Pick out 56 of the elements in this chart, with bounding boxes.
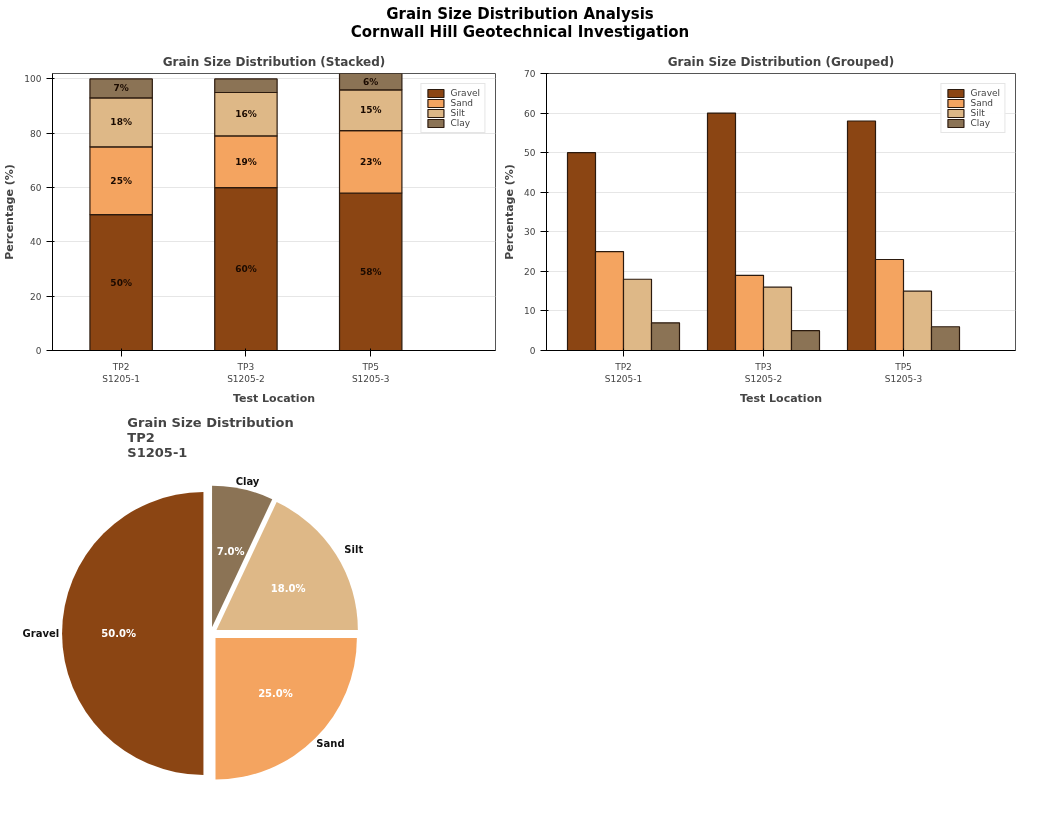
x-tick-label: TP5 S1205-3	[351, 361, 390, 384]
legend-label: Gravel	[450, 88, 480, 99]
legend-label: Silt	[450, 108, 466, 119]
y-tick-label: 0	[529, 346, 536, 357]
data-label: 18.0%	[270, 582, 306, 594]
y-tick-label: 20	[30, 291, 42, 302]
y-tick-label: 20	[524, 267, 536, 277]
y-tick-label: 50	[524, 148, 536, 159]
y-tick-label: 40	[30, 237, 42, 248]
text: Grain Size Distribution Analysis	[386, 5, 654, 23]
x-tick-label: TP5 S1205-3	[884, 361, 923, 384]
data-label: 50.0%	[101, 628, 136, 640]
y-tick-label: 0	[35, 346, 42, 357]
data-label: 25.0%	[258, 687, 293, 699]
slice-label: Sand	[316, 738, 345, 750]
chart-title: Grain Size Distribution (Grouped)	[667, 54, 895, 69]
y-tick-label: 30	[524, 227, 536, 238]
x-tick-label: TP2 S1205-1	[604, 361, 643, 384]
chart-title: Grain Size Distribution TP2 S1205-1	[127, 414, 294, 460]
data-label: 25%	[110, 175, 132, 186]
data-label: 7%	[113, 83, 129, 94]
slice-label: Silt	[344, 544, 364, 556]
legend-label: Clay	[970, 118, 991, 129]
text: Cornwall Hill Geotechnical Investigation	[350, 23, 690, 41]
legend-label: Sand	[970, 98, 994, 109]
y-tick-label: 60	[524, 108, 536, 119]
y-axis-title: Percentage (%)	[3, 164, 17, 260]
y-tick-label: 10	[524, 306, 536, 317]
data-label: 60%	[235, 264, 257, 275]
x-tick-label: TP2 S1205-1	[102, 361, 140, 384]
data-label: 15%	[359, 105, 382, 116]
y-tick-label: 70	[524, 69, 536, 80]
x-axis-title: Test Location	[739, 391, 823, 405]
data-label: 58%	[359, 266, 382, 277]
legend-label: Sand	[450, 98, 474, 109]
legend-label: Gravel	[970, 88, 1000, 99]
data-label: 6%	[363, 76, 379, 87]
y-tick-label: 60	[30, 183, 42, 194]
data-label: 18%	[110, 117, 132, 128]
slice-label: Gravel	[22, 628, 60, 640]
y-axis-title: Percentage (%)	[503, 164, 517, 260]
legend-label: Silt	[970, 108, 986, 119]
chart-title: Grain Size Distribution (Stacked)	[162, 54, 386, 69]
y-tick-label: 100	[24, 74, 42, 85]
data-label: 19%	[235, 156, 257, 167]
data-label: 23%	[359, 156, 382, 167]
slice-label: Clay	[235, 475, 260, 487]
data-label: 16%	[235, 109, 257, 120]
data-label: 50%	[110, 277, 132, 288]
y-tick-label: 80	[30, 128, 42, 139]
x-tick-label: TP3 S1205-2	[744, 361, 783, 384]
x-axis-title: Test Location	[232, 391, 316, 405]
y-tick-label: 40	[524, 187, 536, 198]
x-tick-label: TP3 S1205-2	[227, 361, 265, 384]
data-label: 7.0%	[216, 545, 245, 557]
legend-label: Clay	[450, 118, 471, 129]
